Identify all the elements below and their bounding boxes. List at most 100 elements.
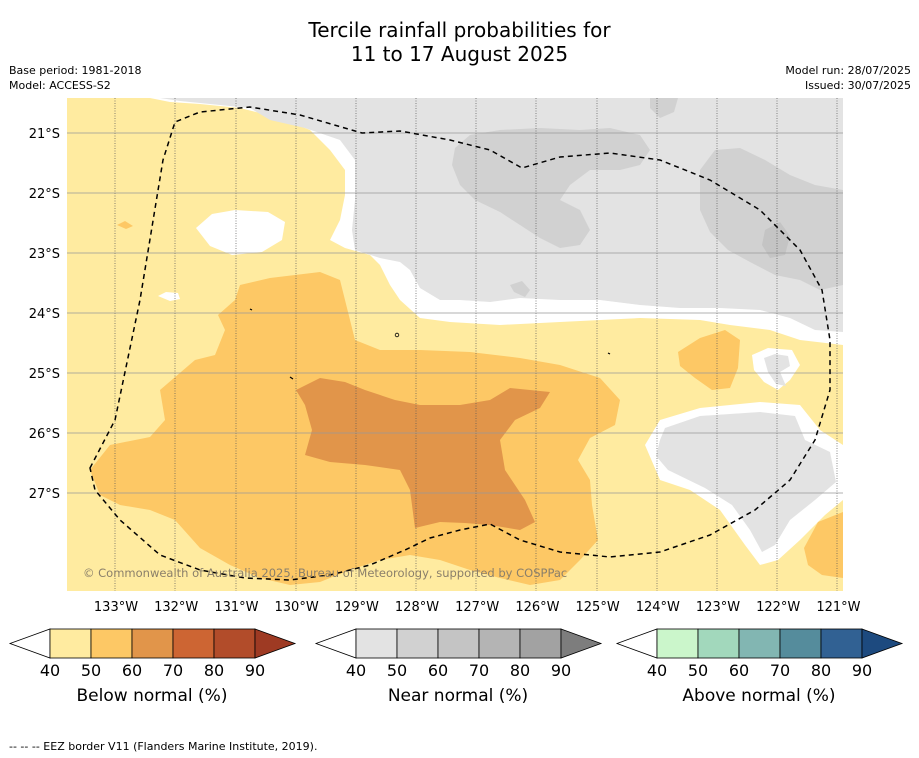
colorbar: 40 50 60 70 80 90 — [314, 628, 603, 680]
island-marker — [289, 376, 294, 380]
colorbar-segment — [396, 628, 439, 659]
longitude-label: 127°W — [455, 600, 499, 615]
colorbar-extend-low — [8, 628, 51, 659]
white-patch-west — [196, 210, 285, 255]
colorbar-tick-label: 70 — [770, 661, 790, 680]
island-marker — [249, 308, 253, 311]
white-patch-small — [158, 292, 180, 301]
colorbar-segment — [738, 628, 781, 659]
colorbar-tick-label: 70 — [163, 661, 183, 680]
map-title: Tercile rainfall probabilities for 11 to… — [0, 18, 919, 66]
near-normal-east-small — [764, 354, 790, 386]
colorbar-tick-label: 50 — [81, 661, 101, 680]
title-line-1: Tercile rainfall probabilities for — [308, 18, 611, 42]
colorbar-extend-low — [314, 628, 357, 659]
longitude-label: 123°W — [696, 600, 740, 615]
colorbar-label-below: Below normal (%) — [76, 686, 228, 706]
latitude-labels: 21°S 22°S 23°S 24°S 25°S 26°S 27°S — [29, 127, 60, 502]
issued-date: Issued: 30/07/2025 — [804, 79, 911, 92]
below-normal-60-70-region — [296, 378, 550, 530]
colorbar-segment — [131, 628, 174, 659]
latitude-label: 26°S — [29, 427, 60, 442]
longitude-label: 124°W — [636, 600, 680, 615]
colorbar-tick-label: 40 — [647, 661, 667, 680]
base-period: Base period: 1981-2018 — [9, 64, 142, 77]
longitude-label: 121°W — [816, 600, 860, 615]
near-normal-50-60-spot — [510, 281, 530, 297]
colorbar-tick-label: 40 — [346, 661, 366, 680]
model-name: Model: ACCESS-S2 — [9, 79, 111, 92]
latitude-label: 21°S — [29, 127, 60, 142]
gridlines — [114, 98, 838, 591]
colorbar-tick-label: 80 — [811, 661, 831, 680]
colorbar-segment — [519, 628, 562, 659]
colorbar: 40 50 60 70 80 90 — [8, 628, 297, 680]
colorbar-segment — [213, 628, 256, 659]
colorbar-extend-low — [615, 628, 658, 659]
meta-right: Model run: 28/07/2025 Issued: 30/07/2025 — [785, 63, 911, 93]
map-panel: © Commonwealth of Australia 2025, Bureau… — [67, 98, 843, 591]
below-normal-50-60-se — [804, 512, 843, 578]
latitude-label: 24°S — [29, 307, 60, 322]
longitude-label: 126°W — [515, 600, 559, 615]
colorbar-extend-high — [254, 628, 297, 659]
colorbar-segment — [172, 628, 215, 659]
colorbar-tick-label: 40 — [40, 661, 60, 680]
colorbar-tick-label: 50 — [387, 661, 407, 680]
colorbar-tick-label: 90 — [852, 661, 872, 680]
latitude-label: 22°S — [29, 187, 60, 202]
colorbar-tick-label: 80 — [204, 661, 224, 680]
colorbars: 40 50 60 70 80 90 40 50 60 70 80 90 40 50 60 70 80 90 — [8, 628, 904, 680]
colorbar-segment — [697, 628, 740, 659]
colorbar-tick-label: 50 — [688, 661, 708, 680]
below-normal-50-60-nw-spot — [117, 221, 133, 229]
colorbar-segment — [355, 628, 398, 659]
colorbar-segment — [437, 628, 480, 659]
colorbar-tick-label: 60 — [122, 661, 142, 680]
latitude-label: 25°S — [29, 367, 60, 382]
longitude-labels: 133°W 132°W 131°W 130°W 129°W 128°W 127°W 126°W… — [94, 600, 861, 615]
colorbar-tick-label: 80 — [510, 661, 530, 680]
meta-left: Base period: 1981-2018 Model: ACCESS-S2 — [9, 63, 141, 93]
colorbar-segment — [90, 628, 133, 659]
eez-border — [89, 106, 831, 581]
near-normal-east-patch — [656, 412, 836, 552]
title-line-2: 11 to 17 August 2025 — [350, 42, 569, 66]
longitude-label: 129°W — [335, 600, 379, 615]
colorbar-extend-high — [861, 628, 904, 659]
colorbar-segment — [49, 628, 92, 659]
longitude-label: 122°W — [756, 600, 800, 615]
near-normal-40-50-region — [160, 98, 843, 332]
model-run: Model run: 28/07/2025 — [785, 64, 911, 77]
colorbar-segment — [478, 628, 521, 659]
longitude-label: 128°W — [395, 600, 439, 615]
colorbar-segment — [820, 628, 863, 659]
island-marker — [394, 332, 400, 338]
near-normal-60-70-spot — [762, 222, 790, 258]
latitude-label: 27°S — [29, 487, 60, 502]
latitude-label: 23°S — [29, 247, 60, 262]
longitude-label: 133°W — [94, 600, 138, 615]
colorbar: 40 50 60 70 80 90 — [615, 628, 904, 680]
colorbar-tick-label: 70 — [469, 661, 489, 680]
latitude-gridlines — [67, 132, 843, 494]
copyright-text: © Commonwealth of Australia 2025, Bureau… — [83, 566, 567, 580]
longitude-label: 131°W — [214, 600, 258, 615]
island-marker — [607, 352, 611, 355]
colorbar-label-near: Near normal (%) — [387, 686, 529, 706]
near-normal-50-60-east — [700, 148, 843, 290]
colorbar-extend-high — [560, 628, 603, 659]
longitude-label: 125°W — [576, 600, 620, 615]
colorbar-segment — [656, 628, 699, 659]
longitude-label: 132°W — [154, 600, 198, 615]
longitude-label: 130°W — [275, 600, 319, 615]
near-normal-50-60-north — [452, 128, 650, 248]
footer-note: -- -- -- EEZ border V11 (Flanders Marine… — [9, 740, 318, 753]
colorbar-tick-label: 90 — [551, 661, 571, 680]
colorbar-tick-label: 90 — [245, 661, 265, 680]
below-normal-50-60-east — [678, 330, 740, 390]
colorbar-segment — [779, 628, 822, 659]
colorbar-label-above: Above normal (%) — [682, 686, 836, 706]
colorbar-tick-label: 60 — [729, 661, 749, 680]
